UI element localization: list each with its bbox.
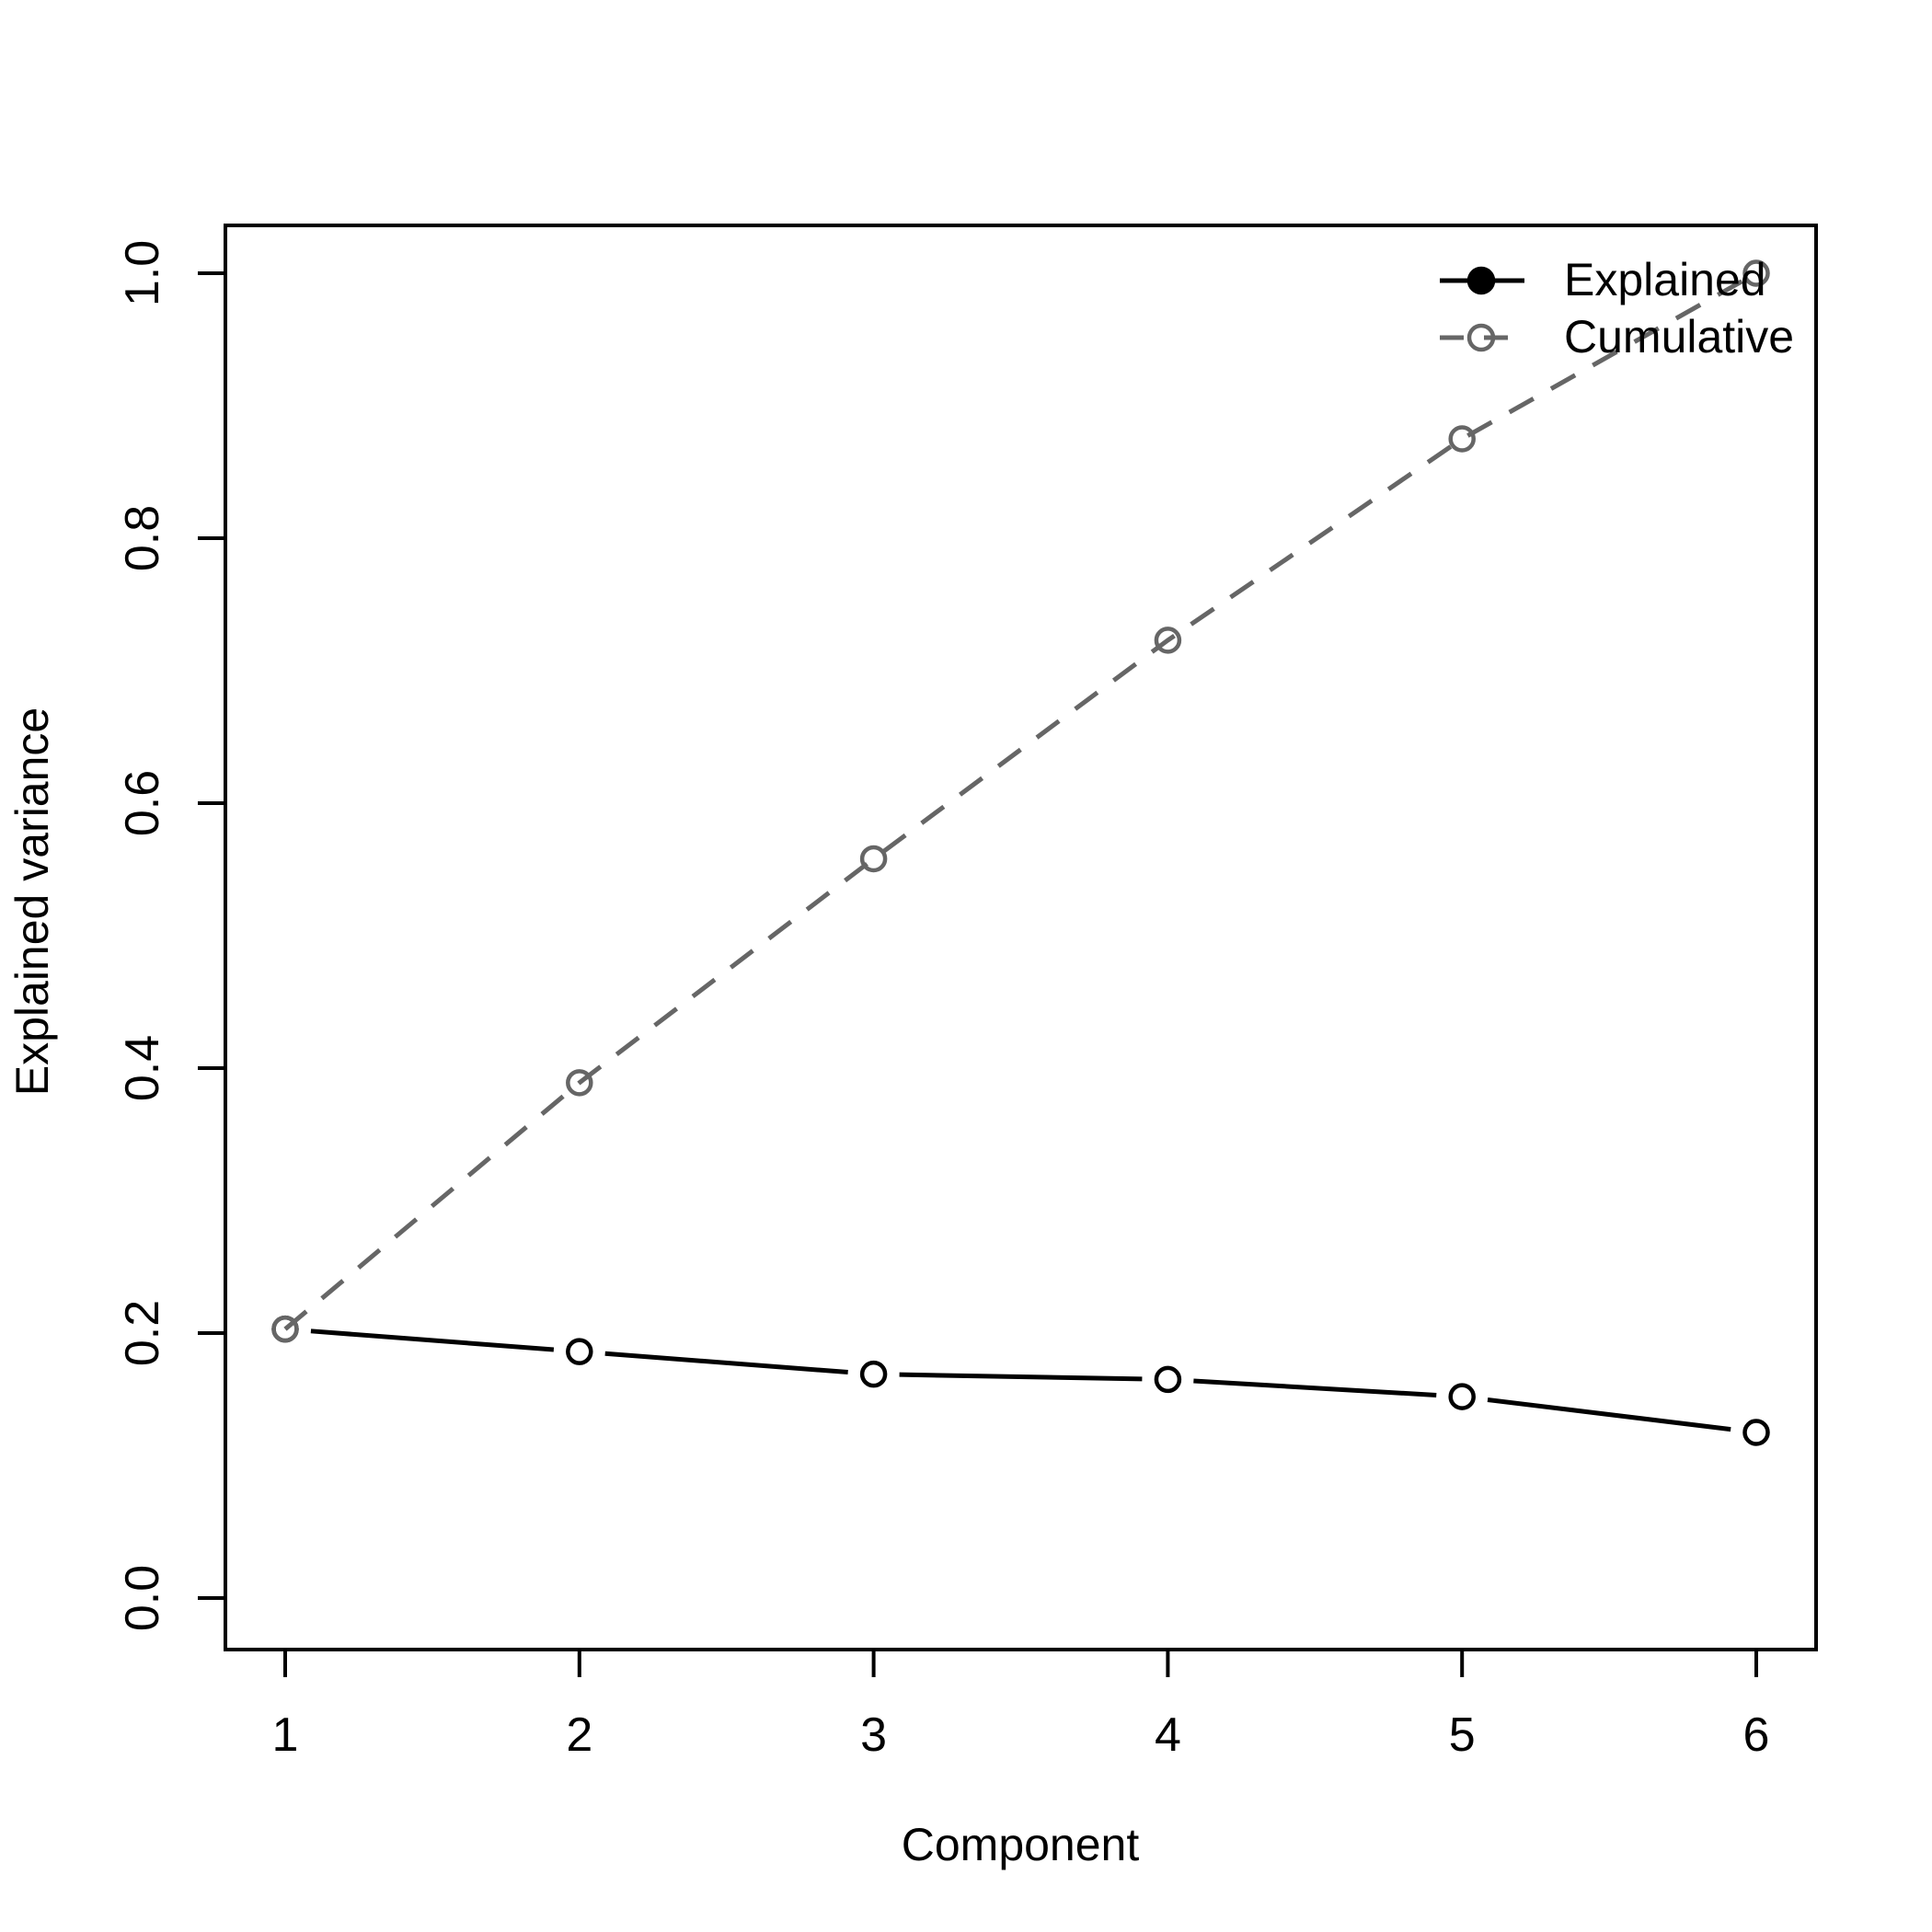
y-axis-title: Explained variance [6, 707, 58, 1097]
y-tick-label: 0.0 [116, 1565, 169, 1631]
x-axis: 1 2 3 4 5 6 [272, 1650, 1770, 1762]
data-point-marker [271, 1315, 299, 1343]
legend-marker-open-circle [1466, 323, 1496, 352]
data-point-marker [566, 1069, 593, 1097]
x-tick-label: 3 [860, 1708, 887, 1762]
x-tick-label: 2 [566, 1708, 592, 1762]
y-axis: 0.0 0.2 0.4 0.6 0.8 1.0 [116, 240, 225, 1631]
x-tick-label: 6 [1743, 1708, 1770, 1762]
data-point-marker [1154, 627, 1182, 654]
y-tick-label: 1.0 [116, 240, 169, 306]
data-point-marker [1448, 425, 1476, 453]
y-tick-label: 0.8 [116, 505, 169, 571]
y-tick-label: 0.4 [116, 1035, 169, 1101]
explained-line-segment [1193, 1378, 1437, 1397]
legend-key-samples [1440, 266, 1524, 352]
explained-line-segment [310, 1328, 555, 1352]
explained-line-segment [604, 1351, 848, 1374]
data-point-marker [859, 845, 888, 873]
legend-label-cumulative: Cumulative [1564, 311, 1794, 362]
data-point-marker [859, 1360, 888, 1388]
plot-border [224, 224, 1818, 1651]
cumulative-series [271, 259, 1770, 1343]
x-tick-label: 1 [272, 1708, 299, 1762]
data-series [271, 259, 1770, 1446]
explained-series [271, 1315, 1770, 1446]
y-tick-label: 0.6 [116, 770, 169, 836]
legend-label-explained: Explained [1564, 254, 1766, 305]
explained-line-segment [1487, 1397, 1731, 1432]
data-point-marker [566, 1338, 593, 1365]
legend-marker-filled-circle [1466, 266, 1496, 295]
data-point-marker [1448, 1383, 1476, 1410]
data-point-marker [1742, 259, 1770, 287]
data-point-marker [1742, 1419, 1770, 1446]
cumulative-line [283, 270, 1758, 1331]
x-axis-title: Component [902, 1819, 1140, 1870]
data-point-marker [1154, 1365, 1182, 1394]
y-tick-label: 0.2 [116, 1300, 169, 1366]
x-tick-label: 4 [1155, 1708, 1181, 1762]
explained-line-segment [899, 1372, 1143, 1382]
x-tick-label: 5 [1449, 1708, 1476, 1762]
